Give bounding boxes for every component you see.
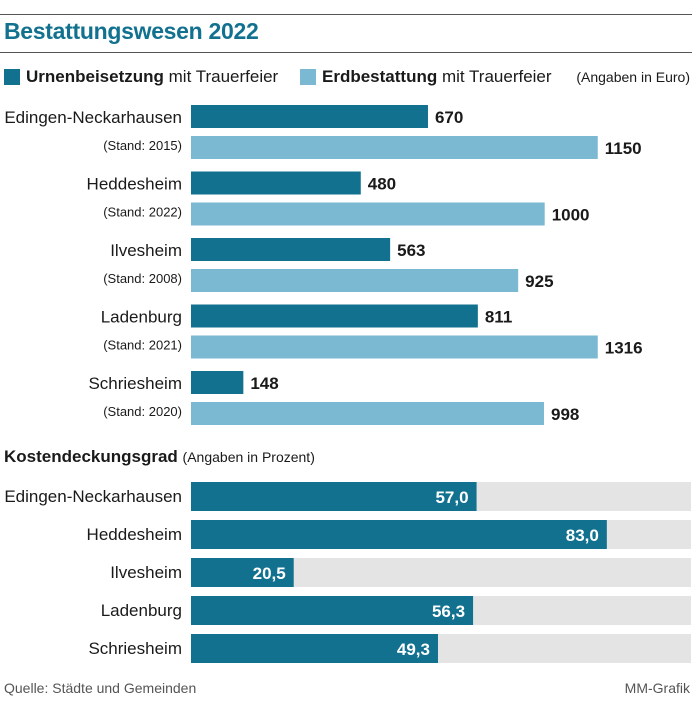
value-label-erd-ladenburg: 1316 bbox=[605, 339, 643, 358]
value-label-urn-ladenburg: 811 bbox=[485, 308, 512, 327]
footer-source: Quelle: Städte und Gemeinden bbox=[4, 680, 197, 696]
legend-swatch-erd bbox=[300, 69, 316, 85]
pct-category-label-ladenburg: Ladenburg bbox=[101, 601, 182, 620]
pct-value-label-heddesheim: 83,0 bbox=[566, 526, 599, 545]
legend-unit: (Angaben in Euro) bbox=[576, 69, 690, 85]
category-note-ilvesheim: (Stand: 2008) bbox=[103, 271, 182, 286]
pct-category-label-ilvesheim: Ilvesheim bbox=[110, 563, 182, 582]
category-note-heddesheim: (Stand: 2022) bbox=[103, 205, 182, 220]
footer-credit: MM-Grafik bbox=[624, 680, 690, 696]
pct-bar-heddesheim bbox=[191, 520, 607, 549]
category-note-edingen-neckarhausen: (Stand: 2015) bbox=[103, 138, 182, 153]
chart-title: Bestattungswesen 2022 bbox=[4, 18, 259, 44]
category-note-ladenburg: (Stand: 2021) bbox=[103, 338, 182, 353]
pct-value-label-ilvesheim: 20,5 bbox=[253, 564, 286, 583]
pct-value-label-ladenburg: 56,3 bbox=[432, 602, 465, 621]
category-label-ladenburg: Ladenburg bbox=[101, 308, 182, 327]
title-rule bbox=[0, 52, 692, 53]
pct-bar-edingen-neckarhausen bbox=[191, 482, 477, 511]
bar-urn-ilvesheim bbox=[191, 238, 391, 261]
value-label-erd-edingen-neckarhausen: 1150 bbox=[605, 139, 642, 158]
pct-category-label-edingen-neckarhausen: Edingen-Neckarhausen bbox=[4, 487, 182, 506]
value-label-urn-ilvesheim: 563 bbox=[397, 241, 425, 260]
bar-urn-heddesheim bbox=[191, 171, 361, 195]
legend: Urnenbeisetzung mit Trauerfeier Erdbesta… bbox=[4, 66, 694, 90]
bar-erd-ladenburg bbox=[191, 335, 598, 359]
pct-value-label-schriesheim: 49,3 bbox=[397, 640, 430, 659]
value-label-erd-heddesheim: 1000 bbox=[552, 206, 590, 225]
pct-category-label-schriesheim: Schriesheim bbox=[88, 639, 182, 658]
pct-bar-ilvesheim bbox=[191, 558, 294, 587]
bar-erd-ilvesheim bbox=[191, 269, 519, 292]
category-note-schriesheim: (Stand: 2020) bbox=[103, 404, 182, 419]
legend-label-erd: Erdbestattung mit Trauerfeier bbox=[322, 67, 552, 86]
value-label-urn-heddesheim: 480 bbox=[368, 175, 396, 194]
legend-label-urn: Urnenbeisetzung mit Trauerfeier bbox=[26, 67, 279, 86]
pct-value-label-edingen-neckarhausen: 57,0 bbox=[435, 488, 468, 507]
pct-bar-schriesheim bbox=[191, 634, 438, 663]
bar-erd-schriesheim bbox=[191, 402, 544, 425]
category-label-heddesheim: Heddesheim bbox=[87, 175, 182, 194]
bar-urn-edingen-neckarhausen bbox=[191, 105, 428, 128]
value-label-erd-schriesheim: 998 bbox=[551, 405, 579, 424]
section2-title: Kostendeckungsgrad (Angaben in Prozent) bbox=[4, 447, 315, 466]
category-label-schriesheim: Schriesheim bbox=[88, 374, 182, 393]
bar-urn-schriesheim bbox=[191, 371, 244, 394]
value-label-urn-edingen-neckarhausen: 670 bbox=[435, 108, 463, 127]
top-rule bbox=[0, 14, 692, 15]
value-label-erd-ilvesheim: 925 bbox=[525, 272, 553, 291]
pct-category-label-heddesheim: Heddesheim bbox=[87, 525, 182, 544]
bar-urn-ladenburg bbox=[191, 304, 478, 328]
bar-erd-heddesheim bbox=[191, 202, 545, 226]
category-label-edingen-neckarhausen: Edingen-Neckarhausen bbox=[4, 108, 182, 127]
legend-swatch-urn bbox=[4, 69, 20, 85]
category-label-ilvesheim: Ilvesheim bbox=[110, 241, 182, 260]
bar-erd-edingen-neckarhausen bbox=[191, 136, 598, 159]
pct-bar-ladenburg bbox=[191, 596, 474, 625]
value-label-urn-schriesheim: 148 bbox=[250, 374, 278, 393]
